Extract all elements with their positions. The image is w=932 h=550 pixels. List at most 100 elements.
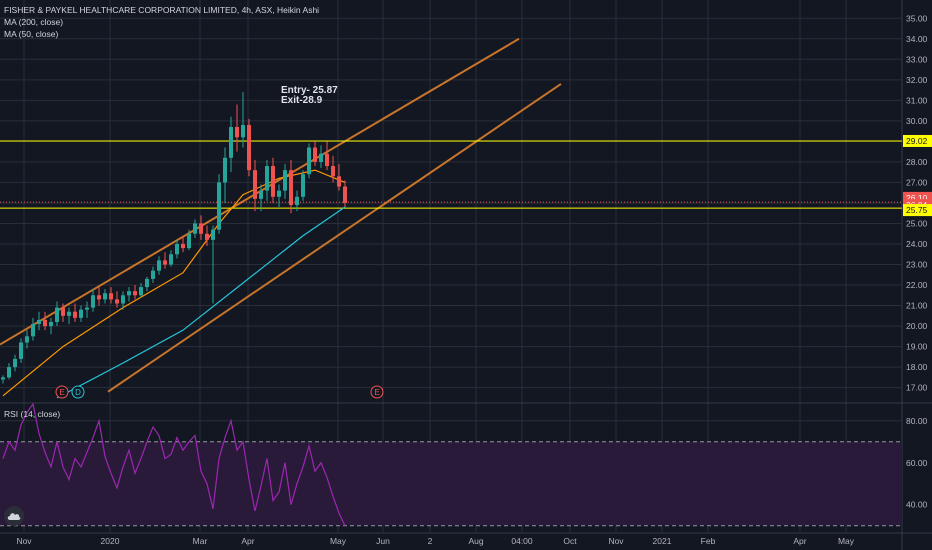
time-tick-label: Nov (608, 536, 624, 546)
price-tag-label: 25.75 (906, 205, 928, 215)
time-tick-label: Nov (16, 536, 32, 546)
time-tick-label: Jun (376, 536, 390, 546)
time-tick-label: May (330, 536, 347, 546)
candle-body (67, 311, 71, 316)
candle-body (301, 174, 305, 197)
candle-body (193, 223, 197, 234)
candle-body (205, 233, 209, 240)
candle-body (1, 377, 5, 380)
candle-body (253, 170, 257, 199)
earnings-marker-label: E (374, 388, 379, 397)
time-tick-label: Feb (701, 536, 716, 546)
time-tick-label: Apr (241, 536, 254, 546)
candle-body (103, 293, 107, 300)
time-axis: Nov 2020 Mar Apr May Jun 2 Aug 04:00 Oct Nov 2021 Fe… (16, 536, 854, 546)
exit-label: Exit-28.9 (281, 95, 323, 106)
price-tick-label: 23.00 (906, 260, 928, 270)
time-tick-label: Oct (563, 536, 577, 546)
candle-body (175, 243, 179, 255)
candle-body (61, 307, 65, 316)
earnings-marker (71, 385, 85, 399)
rsi-tick-label: 40.00 (906, 500, 928, 510)
price-tick-label: 32.00 (906, 75, 928, 85)
candle-body (295, 196, 299, 205)
time-tick-label: 2 (428, 536, 433, 546)
candle-body (313, 147, 317, 162)
price-tag (903, 204, 932, 217)
trade-annotation: Entry- 25.87 Exit-28.9 (281, 86, 338, 106)
time-tick-label: May (838, 536, 855, 546)
rsi-legend: RSI (14, close) (4, 409, 61, 419)
candle-body (223, 157, 227, 183)
candle-body (283, 170, 287, 191)
earnings-marker-label: E (59, 388, 64, 397)
candle-body (157, 260, 161, 271)
candle-body (181, 243, 185, 249)
candle-body (127, 291, 131, 296)
candle-body (235, 127, 239, 138)
price-tick-label: 25.00 (906, 218, 928, 228)
earnings-marker-label: D (75, 388, 81, 397)
candle-body (307, 147, 311, 175)
candle-body (187, 233, 191, 249)
price-tick-label: 22.00 (906, 280, 928, 290)
candle-body (271, 166, 275, 197)
rsi-tick-label: 60.00 (906, 458, 928, 468)
time-tick-label: Aug (468, 536, 483, 546)
time-tick-label: 2021 (653, 536, 672, 546)
candle-body (97, 295, 101, 300)
earnings-marker (370, 385, 384, 399)
tradingview-logo[interactable] (4, 506, 24, 526)
candle-body (13, 358, 17, 368)
rsi-band (0, 441, 902, 526)
candle-body (337, 176, 341, 187)
candle-body (259, 190, 263, 199)
price-tick-label: 21.00 (906, 301, 928, 311)
ma200-legend: MA (200, close) (4, 17, 64, 27)
candle-body (19, 342, 23, 359)
price-tick-label: 33.00 (906, 54, 928, 64)
rsi-tick-label: 80.00 (906, 416, 928, 426)
time-tick-label: Mar (193, 536, 208, 546)
ma200-line (56, 206, 346, 399)
price-tick-label: 17.00 (906, 383, 928, 393)
time-tick-label: 2020 (101, 536, 120, 546)
candle-body (247, 124, 251, 171)
cloud-icon (7, 513, 21, 520)
price-tick-label: 18.00 (906, 362, 928, 372)
ma50-legend: MA (50, close) (4, 29, 59, 39)
time-tick-label: 04:00 (511, 536, 533, 546)
candle-body (343, 186, 347, 203)
candle-body (31, 324, 35, 337)
candle-body (121, 295, 125, 304)
candle-body (211, 229, 215, 240)
price-tick-label: 24.00 (906, 239, 928, 249)
candle-body (43, 319, 47, 327)
price-tag-label: 29.02 (906, 136, 928, 146)
candle-body (79, 309, 83, 318)
price-tick-label: 28.00 (906, 157, 928, 167)
price-tick-label: 30.00 (906, 116, 928, 126)
candle-body (265, 166, 269, 191)
time-tick-label: Apr (793, 536, 806, 546)
price-tick-label: 31.00 (906, 95, 928, 105)
candle-body (199, 223, 203, 234)
candle-body (49, 321, 53, 327)
trend-channel-line (107, 83, 562, 393)
candle-body (109, 293, 113, 300)
candle-body (7, 367, 11, 378)
rsi-line (2, 402, 346, 526)
price-tag (903, 134, 932, 147)
candle-body (229, 127, 233, 158)
candle-body (145, 278, 149, 288)
candle-body (25, 336, 29, 343)
candle-body (91, 295, 95, 308)
price-tag-label: 26.10 (906, 193, 928, 203)
candle-body (55, 307, 59, 322)
price-tick-label: 34.00 (906, 34, 928, 44)
candles (1, 92, 347, 384)
candle-body (85, 307, 89, 310)
candle-body (139, 287, 143, 296)
candle-body (277, 190, 281, 197)
